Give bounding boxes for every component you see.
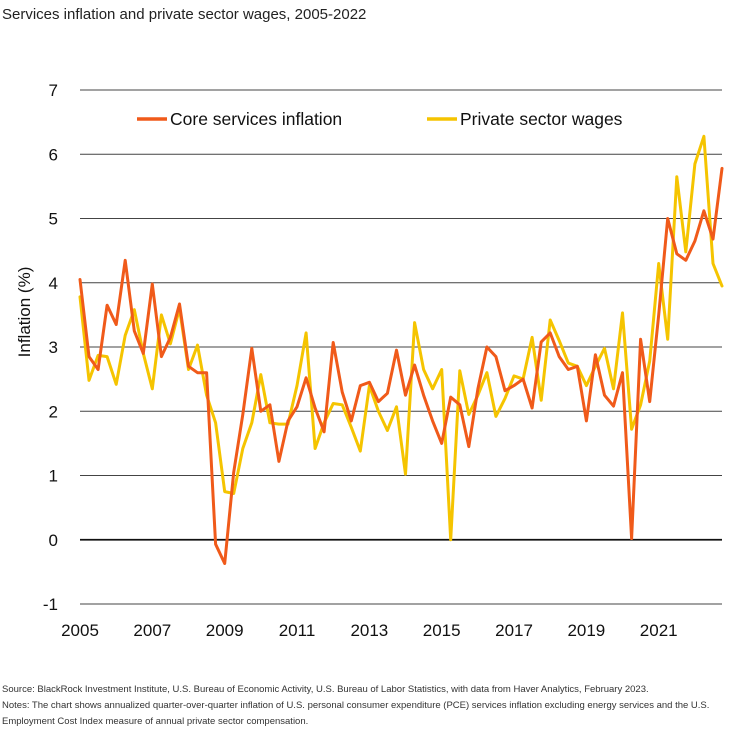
y-tick-label: 1: [49, 467, 58, 486]
x-axis-ticks: 2005 2007 2009 2011 2013 2015 2017 2019 2021: [61, 621, 678, 640]
y-axis-label: Inflation (%): [15, 267, 34, 358]
y-tick-label: 7: [49, 81, 58, 100]
y-axis-ticks: -1 0 1 2 3 4 5 6 7: [43, 81, 58, 614]
x-tick-label: 2005: [61, 621, 99, 640]
series-lines: [78, 134, 724, 565]
gridlines: [80, 89, 722, 605]
x-tick-label: 2019: [567, 621, 605, 640]
series-line-private-sector-wages: [78, 134, 724, 542]
y-tick-label: 6: [49, 145, 58, 164]
y-tick-label: -1: [43, 595, 58, 614]
legend-label: Private sector wages: [460, 109, 623, 129]
x-tick-label: 2017: [495, 621, 533, 640]
notes-text: Notes: The chart shows annualized quarte…: [2, 700, 710, 727]
chart-title: Services inflation and private sector wa…: [2, 6, 367, 23]
y-tick-label: 0: [49, 531, 58, 550]
y-tick-label: 4: [49, 274, 58, 293]
legend: Core services inflation Private sector wa…: [137, 109, 623, 129]
x-tick-label: 2009: [206, 621, 244, 640]
source-note: Source: BlackRock Investment Institute, …: [2, 684, 649, 695]
y-tick-label: 2: [49, 402, 58, 421]
y-tick-label: 3: [49, 338, 58, 357]
series-line-core-services-inflation: [78, 166, 724, 565]
x-tick-label: 2013: [350, 621, 388, 640]
x-tick-label: 2007: [133, 621, 171, 640]
y-tick-label: 5: [49, 210, 58, 229]
x-tick-label: 2021: [640, 621, 678, 640]
x-tick-label: 2011: [279, 621, 316, 640]
x-tick-label: 2015: [423, 621, 461, 640]
legend-label: Core services inflation: [170, 109, 342, 129]
